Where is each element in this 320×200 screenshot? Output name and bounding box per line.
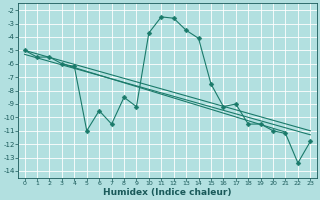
X-axis label: Humidex (Indice chaleur): Humidex (Indice chaleur) <box>103 188 232 197</box>
